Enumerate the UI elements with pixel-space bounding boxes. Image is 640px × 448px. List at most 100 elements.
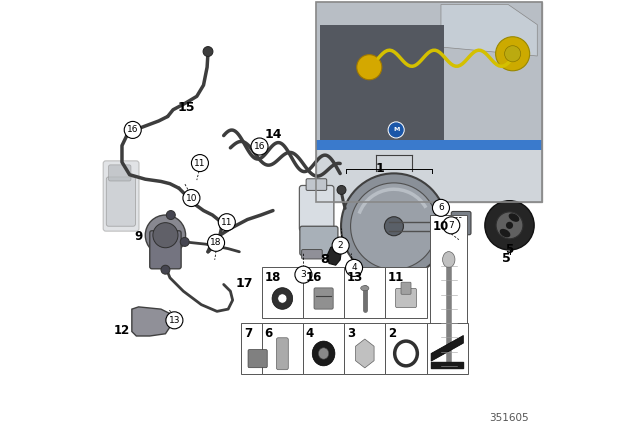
Circle shape (485, 201, 534, 250)
Circle shape (166, 312, 183, 329)
Text: 13: 13 (347, 271, 363, 284)
Text: 8: 8 (320, 253, 328, 267)
Text: 351605: 351605 (489, 414, 528, 423)
Text: 18: 18 (211, 238, 222, 247)
Polygon shape (327, 246, 342, 265)
FancyBboxPatch shape (109, 165, 131, 181)
Circle shape (332, 237, 349, 254)
Ellipse shape (509, 213, 519, 222)
Bar (385, 267, 427, 318)
Bar (316, 2, 541, 202)
Circle shape (504, 46, 521, 62)
Circle shape (351, 183, 437, 270)
Bar (430, 215, 467, 374)
Text: 11: 11 (194, 159, 205, 168)
FancyBboxPatch shape (248, 349, 268, 368)
Text: 2: 2 (338, 241, 344, 250)
Text: 16: 16 (254, 142, 265, 151)
Circle shape (443, 217, 460, 234)
Bar (442, 215, 460, 237)
Text: 2: 2 (388, 327, 396, 340)
Text: 1: 1 (376, 161, 385, 175)
Text: 5: 5 (502, 252, 510, 266)
Text: 11: 11 (388, 271, 404, 284)
Circle shape (153, 223, 178, 248)
Circle shape (388, 122, 404, 138)
Ellipse shape (361, 286, 369, 291)
Bar (344, 267, 385, 318)
Circle shape (337, 185, 346, 194)
Text: 14: 14 (264, 128, 282, 141)
Text: 10: 10 (433, 220, 449, 233)
Text: 18: 18 (264, 271, 281, 284)
Circle shape (295, 266, 312, 283)
Circle shape (166, 211, 175, 220)
Circle shape (251, 138, 268, 155)
Text: 16: 16 (127, 125, 138, 134)
Text: 6: 6 (264, 327, 273, 340)
Ellipse shape (443, 252, 455, 267)
Circle shape (496, 212, 523, 239)
FancyBboxPatch shape (276, 338, 288, 370)
Circle shape (161, 265, 170, 274)
Ellipse shape (278, 294, 287, 303)
Text: 7: 7 (244, 327, 252, 340)
Bar (344, 323, 385, 374)
Text: 4: 4 (306, 327, 314, 340)
Text: 16: 16 (306, 271, 322, 284)
Circle shape (346, 259, 362, 276)
Ellipse shape (395, 341, 417, 366)
Circle shape (207, 234, 225, 251)
FancyBboxPatch shape (306, 179, 326, 190)
FancyBboxPatch shape (314, 288, 333, 309)
FancyBboxPatch shape (301, 250, 323, 259)
Bar (316, 2, 541, 148)
FancyBboxPatch shape (451, 211, 471, 235)
Circle shape (145, 215, 186, 255)
Bar (241, 323, 282, 374)
Circle shape (495, 37, 530, 71)
Text: 13: 13 (169, 316, 180, 325)
Polygon shape (355, 339, 374, 368)
FancyBboxPatch shape (401, 282, 411, 294)
Circle shape (183, 190, 200, 207)
Text: 9: 9 (134, 230, 143, 243)
FancyBboxPatch shape (300, 226, 338, 255)
Text: 12: 12 (113, 323, 130, 337)
Circle shape (385, 217, 403, 236)
Ellipse shape (319, 348, 329, 359)
Bar (369, 65, 374, 76)
Circle shape (218, 214, 236, 231)
Text: 3: 3 (347, 327, 355, 340)
Text: 4: 4 (351, 263, 357, 272)
Polygon shape (431, 336, 463, 361)
Text: 10: 10 (186, 194, 197, 202)
Circle shape (433, 199, 449, 216)
Circle shape (356, 55, 382, 80)
Bar (303, 323, 344, 374)
Text: M: M (393, 127, 399, 133)
Text: 11: 11 (221, 218, 232, 227)
Bar (427, 323, 468, 374)
Polygon shape (132, 307, 170, 336)
Bar (385, 323, 427, 374)
FancyBboxPatch shape (300, 185, 334, 231)
Bar (316, 140, 541, 150)
Text: 6: 6 (438, 203, 444, 212)
Circle shape (203, 47, 213, 56)
FancyBboxPatch shape (106, 177, 136, 226)
FancyBboxPatch shape (150, 231, 181, 269)
Bar (262, 267, 303, 318)
Polygon shape (441, 4, 538, 56)
Circle shape (191, 155, 209, 172)
Circle shape (506, 222, 513, 229)
Ellipse shape (500, 229, 510, 237)
Bar (316, 2, 541, 202)
Bar (320, 25, 444, 143)
Text: 7: 7 (449, 221, 454, 230)
Bar (262, 323, 303, 374)
Text: 3: 3 (301, 270, 307, 279)
FancyBboxPatch shape (396, 289, 417, 308)
FancyBboxPatch shape (103, 161, 139, 231)
Bar (303, 267, 344, 318)
